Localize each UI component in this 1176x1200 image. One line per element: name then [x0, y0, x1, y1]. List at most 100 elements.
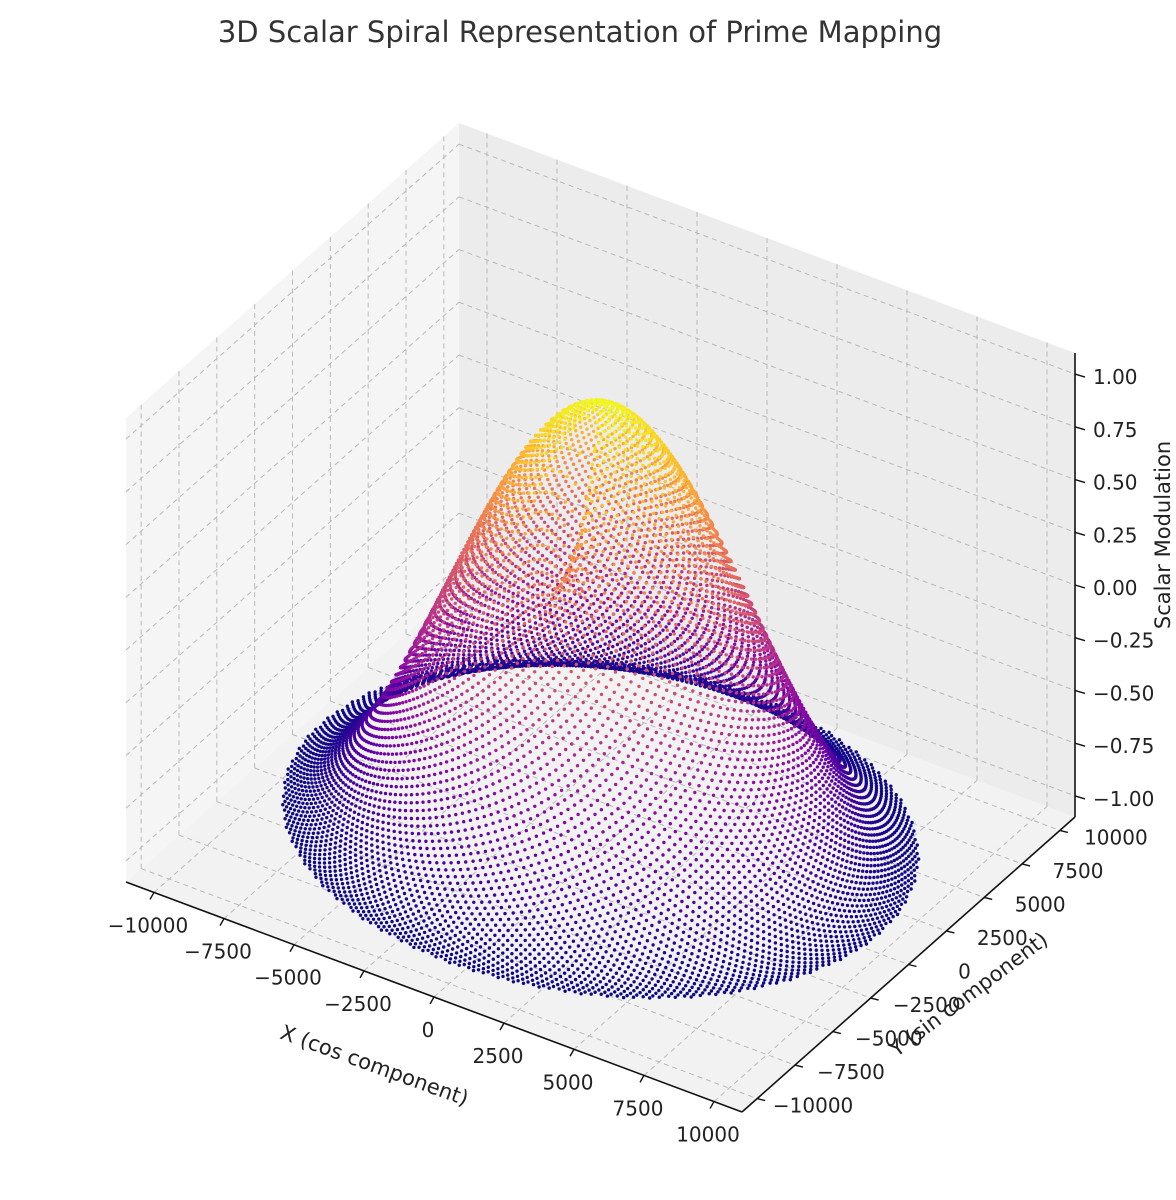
data-point	[490, 620, 494, 625]
data-point	[325, 785, 329, 790]
data-point	[705, 583, 709, 588]
data-point	[497, 653, 502, 658]
data-point	[294, 791, 298, 795]
data-point	[614, 619, 619, 623]
data-point	[498, 584, 503, 589]
data-point	[648, 590, 652, 595]
data-point	[472, 615, 476, 619]
data-point	[602, 517, 606, 521]
data-point	[721, 649, 725, 654]
data-point	[533, 536, 537, 540]
data-point	[626, 608, 630, 612]
data-point	[733, 589, 738, 593]
data-point	[668, 605, 672, 609]
data-point	[733, 606, 737, 610]
data-point	[582, 436, 586, 440]
data-point	[316, 831, 320, 835]
data-point	[417, 669, 421, 674]
data-point	[583, 404, 587, 408]
data-point	[764, 669, 768, 674]
data-point	[311, 785, 315, 789]
data-point	[480, 554, 484, 558]
x-grid-line	[223, 623, 558, 919]
data-point	[671, 575, 675, 579]
data-point	[312, 827, 317, 831]
data-point	[338, 740, 342, 744]
data-point	[746, 643, 751, 648]
data-point	[461, 627, 466, 631]
data-point	[309, 810, 314, 814]
data-point	[424, 641, 428, 646]
data-point	[537, 477, 542, 481]
data-point	[674, 626, 678, 630]
data-point	[611, 486, 616, 490]
data-point	[501, 538, 505, 542]
data-point	[574, 467, 578, 472]
data-point	[643, 642, 647, 646]
data-point	[704, 627, 708, 631]
data-point	[676, 671, 680, 676]
data-point	[320, 753, 324, 758]
data-point	[670, 524, 675, 528]
data-point	[303, 762, 307, 767]
data-point	[576, 439, 581, 443]
data-point	[681, 631, 685, 635]
data-point	[842, 744, 846, 749]
data-point	[557, 423, 561, 427]
data-point	[521, 579, 525, 584]
data-point	[458, 558, 462, 563]
data-point	[717, 665, 721, 670]
data-point	[670, 618, 674, 622]
data-point	[571, 627, 575, 632]
data-point	[315, 835, 319, 840]
data-point	[488, 565, 492, 569]
data-point	[603, 619, 607, 624]
data-point	[551, 659, 555, 663]
data-point	[636, 638, 640, 643]
data-point	[540, 449, 545, 453]
data-point	[693, 629, 697, 633]
data-point	[282, 808, 287, 812]
data-point	[330, 752, 334, 756]
data-point	[521, 596, 525, 600]
data-point	[507, 510, 511, 514]
data-point	[615, 642, 620, 647]
data-point	[287, 801, 291, 806]
data-point	[383, 727, 387, 732]
data-point	[442, 612, 446, 616]
data-point	[291, 836, 295, 840]
data-point	[508, 489, 513, 494]
data-point	[316, 773, 320, 777]
data-point	[685, 581, 689, 586]
data-point	[598, 455, 602, 459]
data-point	[283, 817, 287, 821]
data-point	[583, 455, 588, 460]
data-point	[386, 727, 390, 732]
data-point	[574, 618, 578, 622]
data-point	[302, 776, 306, 780]
data-point	[617, 653, 622, 657]
data-point	[633, 599, 637, 604]
data-point	[775, 676, 780, 680]
data-point	[680, 643, 684, 648]
data-point	[299, 749, 304, 753]
data-point	[843, 747, 848, 752]
data-point	[464, 550, 468, 555]
data-point	[531, 453, 536, 457]
data-point	[441, 628, 446, 632]
data-point	[573, 507, 578, 511]
data-point	[692, 612, 696, 616]
data-point	[680, 570, 684, 574]
data-point	[384, 744, 389, 748]
data-point	[884, 786, 888, 790]
data-point	[554, 532, 558, 537]
data-point	[318, 792, 322, 796]
data-point	[467, 659, 471, 663]
data-point	[495, 628, 499, 632]
data-point	[286, 777, 290, 782]
data-point	[503, 651, 507, 655]
data-point	[484, 595, 489, 599]
data-point	[484, 519, 489, 523]
data-point	[288, 793, 292, 797]
data-point	[438, 631, 442, 635]
